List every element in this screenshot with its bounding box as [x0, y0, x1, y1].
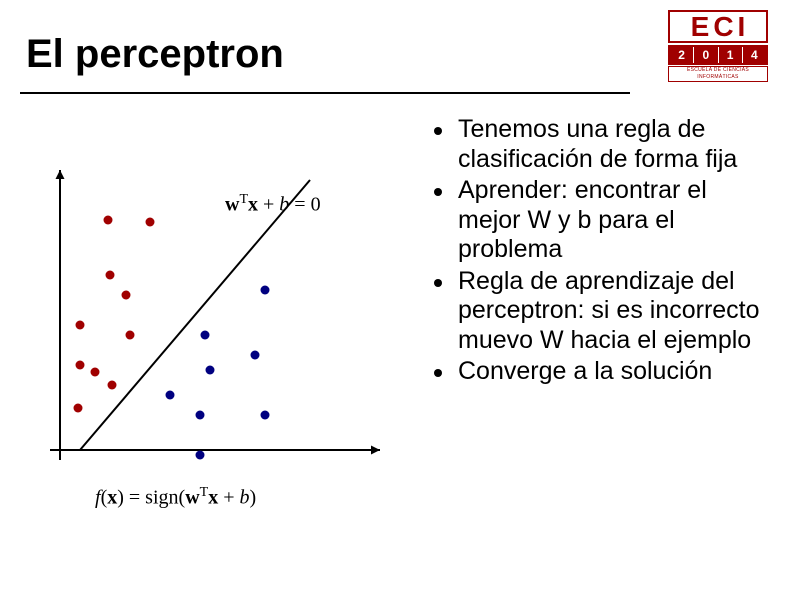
bullet-item: Tenemos una regla de clasificación de fo…: [430, 115, 775, 174]
logo-year: 2 0 1 4: [668, 45, 768, 65]
plus-text: +: [218, 487, 239, 509]
logo-year-digit: 0: [694, 47, 718, 63]
title-underline: [20, 92, 630, 94]
logo-year-digit: 1: [719, 47, 743, 63]
transpose-sup: T: [200, 485, 209, 500]
plus-text: +: [258, 194, 279, 216]
slide-title: El perceptron: [26, 32, 284, 77]
eci-logo: ECI 2 0 1 4 ESCUELA DE CIENCIAS INFORMÁT…: [668, 10, 768, 82]
x-vector: x: [248, 194, 258, 216]
decision-function: f(x) = sign(wTx + b): [95, 485, 256, 510]
bullet-item: Aprender: encontrar el mejor W y b para …: [430, 176, 775, 265]
logo-year-digit: 2: [670, 47, 694, 63]
eq-zero: = 0: [289, 194, 320, 216]
close-paren: ): [249, 487, 256, 509]
b-scalar: b: [239, 487, 249, 509]
bullet-list: Tenemos una regla de clasificación de fo…: [430, 115, 775, 389]
bullet-item: Converge a la solución: [430, 357, 775, 387]
logo-subtitle: ESCUELA DE CIENCIAS INFORMÁTICAS: [668, 66, 768, 82]
transpose-sup: T: [239, 192, 248, 207]
x-vector: x: [208, 487, 218, 509]
b-scalar: b: [279, 194, 289, 216]
sign-text: ) = sign(: [117, 487, 185, 509]
bullet-item: Regla de aprendizaje del perceptron: si …: [430, 267, 775, 356]
w-vector: w: [185, 487, 199, 509]
hyperplane-equation: wTx + b = 0: [225, 192, 321, 217]
x-vector: x: [107, 487, 117, 509]
logo-year-digit: 4: [743, 47, 766, 63]
perceptron-chart: wTx + b = 0 f(x) = sign(wTx + b): [40, 150, 390, 470]
chart-svg: [40, 150, 390, 470]
w-vector: w: [225, 194, 239, 216]
logo-letters: ECI: [668, 10, 768, 43]
